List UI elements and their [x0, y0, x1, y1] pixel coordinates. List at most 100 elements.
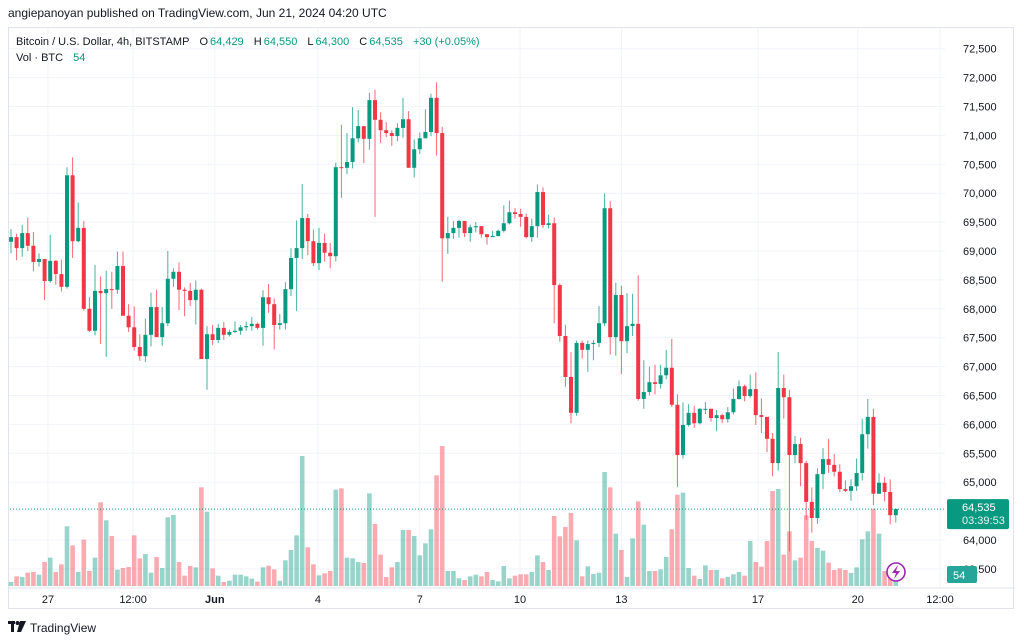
symbol-title[interactable]: Bitcoin / U.S. Dollar, 4h, BITSTAMP — [16, 36, 190, 48]
volume-bar — [355, 562, 361, 586]
lightning-icon[interactable] — [886, 562, 906, 582]
candle-body — [76, 227, 81, 242]
volume-bar — [809, 541, 815, 586]
candle-body — [216, 327, 221, 341]
candle-body — [266, 297, 271, 305]
candle-body — [613, 294, 618, 338]
candle-body — [149, 307, 153, 335]
price-tick-label: 64,000 — [963, 535, 997, 547]
volume-bar — [624, 577, 630, 586]
candle-body — [507, 212, 512, 224]
candle-body — [25, 233, 30, 246]
volume-bar — [647, 571, 652, 586]
volume-bar — [781, 554, 787, 586]
candle-body — [171, 271, 176, 279]
volume-bar — [311, 564, 316, 586]
volume-bar — [691, 575, 697, 586]
volume-bar — [187, 566, 193, 586]
candle-body — [345, 161, 349, 168]
volume-bar — [372, 524, 378, 586]
volume-bar — [775, 489, 781, 586]
volume-bar — [327, 571, 333, 586]
time-tick-label: 27 — [42, 594, 54, 606]
candle-body — [210, 334, 215, 341]
candle-body — [546, 223, 551, 225]
candle-body — [154, 307, 159, 338]
volume-bar — [299, 456, 305, 586]
volume-bar — [260, 567, 266, 586]
candle-body — [574, 342, 579, 413]
candle-body — [9, 237, 13, 242]
candle-body — [406, 119, 411, 168]
candle-body — [53, 260, 58, 275]
volume-bar — [697, 579, 703, 586]
candle-body — [826, 459, 831, 465]
volume-bar — [215, 575, 221, 586]
candle-body — [221, 327, 226, 335]
volume-value: 54 — [73, 52, 86, 64]
candle-body — [277, 323, 282, 325]
volume-bar — [792, 560, 798, 586]
volume-bar — [658, 569, 663, 586]
symbol-legend-row: Bitcoin / U.S. Dollar, 4h, BITSTAMP O 64,… — [16, 34, 482, 50]
time-axis: 27 12:00 Jun 4 7 10 13 17 20 12:00 — [42, 594, 954, 606]
time-tick-label: 12:00 — [119, 594, 147, 606]
candle-body — [860, 434, 865, 473]
candle-body — [311, 241, 316, 264]
candle-body — [423, 131, 428, 139]
volume-bar — [501, 566, 507, 586]
change-value: +30 (+0.05%) — [412, 36, 480, 48]
candle-body — [877, 482, 881, 494]
candle-body — [837, 471, 842, 490]
candle-body — [720, 415, 725, 420]
footer-brand[interactable]: TradingView — [30, 620, 97, 635]
volume-bar — [652, 571, 658, 586]
volume-bar — [568, 513, 574, 586]
price-tick-label: 65,500 — [963, 448, 997, 460]
candle-body — [781, 387, 786, 398]
candle-body — [591, 342, 596, 345]
volume-bar — [843, 570, 848, 586]
close-value: 64,535 — [369, 36, 403, 48]
volume-bar — [154, 557, 159, 586]
open-value: 64,429 — [210, 36, 244, 48]
volume-bar — [428, 529, 434, 586]
candle-body — [48, 260, 53, 282]
low-value: 64,300 — [315, 36, 350, 48]
candle-body — [468, 227, 473, 234]
candle-body — [373, 100, 377, 120]
candle-body — [333, 167, 338, 257]
volume-bar — [350, 558, 355, 586]
volume-label[interactable]: Vol · BTC — [16, 52, 64, 64]
volume-bar — [165, 517, 171, 586]
volume-bar — [708, 570, 714, 586]
volume-bar — [563, 527, 568, 586]
volume-bar — [182, 575, 187, 586]
volume-bar — [798, 557, 803, 586]
candle-body — [451, 227, 456, 234]
candle-body — [199, 289, 204, 360]
last-price-label: 64,535 03:39:53 — [947, 499, 1009, 530]
volume-bar — [434, 475, 439, 586]
candle-body — [249, 323, 254, 327]
candle-body — [445, 233, 450, 239]
candle-body — [776, 387, 781, 464]
volume-bar — [87, 571, 92, 586]
candle-body — [412, 149, 417, 168]
candle-body — [317, 242, 321, 264]
candle-body — [703, 408, 708, 410]
candle-body — [121, 266, 125, 316]
last-price-text: 64,535 — [962, 502, 996, 514]
candle-body — [37, 259, 41, 262]
candle-body — [535, 192, 540, 227]
candle-body — [31, 245, 36, 262]
price-tick-label: 68,000 — [963, 304, 997, 316]
candle-body — [647, 382, 652, 393]
price-axis: 63,50064,00065,00065,50066,00066,50067,0… — [963, 44, 997, 576]
candle-body — [697, 408, 702, 424]
price-tick-label: 70,000 — [963, 188, 997, 200]
price-tick-label: 66,000 — [963, 419, 997, 431]
volume-bar — [126, 567, 131, 586]
volume-bar — [400, 530, 406, 586]
